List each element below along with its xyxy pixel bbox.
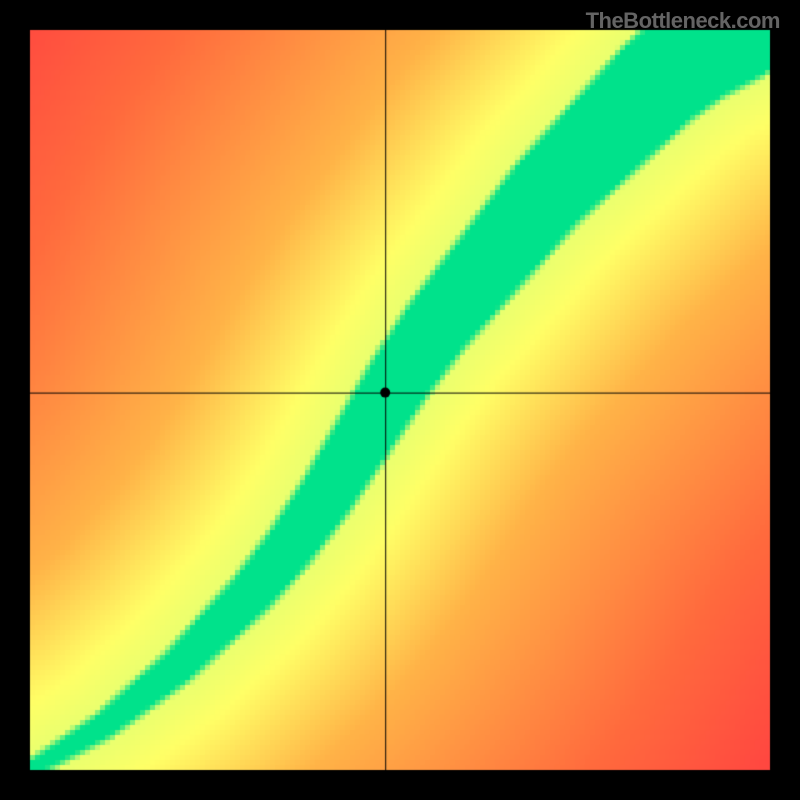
bottleneck-heatmap <box>0 0 800 800</box>
watermark-text: TheBottleneck.com <box>586 8 780 34</box>
chart-container: TheBottleneck.com <box>0 0 800 800</box>
